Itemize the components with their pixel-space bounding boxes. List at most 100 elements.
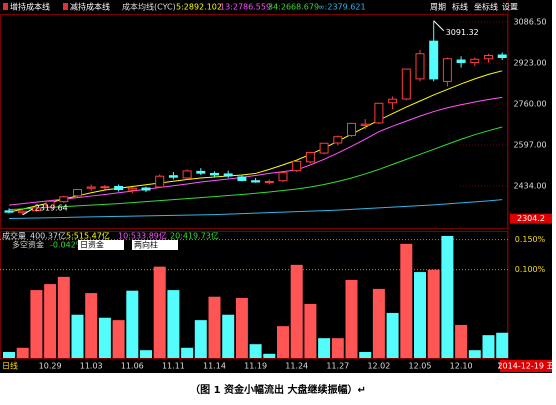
volume-header: 400.37亿 xyxy=(30,231,66,241)
flow-bar xyxy=(153,266,166,358)
candle-body xyxy=(415,53,425,80)
header-button[interactable]: 减持成本线 xyxy=(70,2,110,12)
x-tick-label: 11.24 xyxy=(285,362,308,371)
toolbar-button[interactable]: 周期 xyxy=(430,3,446,12)
price-tag: 2304.2 xyxy=(517,214,545,223)
flow-bar xyxy=(194,320,207,358)
cost-line xyxy=(8,96,503,206)
candle-body xyxy=(333,136,343,144)
flow-bar xyxy=(3,351,15,358)
flow-bar xyxy=(222,314,235,358)
flow-bar xyxy=(57,276,70,358)
caption: （图 1 资金小幅流出 大盘继续振幅）↵ xyxy=(190,383,366,396)
candle-body xyxy=(360,123,370,126)
dropdown[interactable]: 两向柱 xyxy=(134,240,158,250)
candle-body xyxy=(100,186,110,189)
panel-title: 多空资金 xyxy=(12,240,44,250)
price-tag-box xyxy=(510,213,552,224)
candle-body xyxy=(127,187,137,191)
candle-body xyxy=(278,172,288,182)
x-tick-label: 11.11 xyxy=(162,362,185,371)
y-tick-label: 2923.00 xyxy=(513,59,546,68)
candle-body xyxy=(388,98,398,104)
y-tick-label: 2597.00 xyxy=(513,141,546,150)
current-value: -0.042% xyxy=(50,241,84,250)
flow-bar xyxy=(85,293,98,358)
candle-body xyxy=(470,58,480,64)
candle-body xyxy=(4,210,14,213)
flow-bar xyxy=(359,351,372,358)
flow-bar xyxy=(290,264,303,358)
candle-body xyxy=(484,54,493,60)
cost-line xyxy=(8,70,503,213)
high-annotation: 3091.32 xyxy=(446,28,479,37)
candle-body xyxy=(237,176,247,181)
volume-header: 10:533.89亿 xyxy=(118,231,167,241)
y-tick-label: 3086.50 xyxy=(513,17,546,26)
x-tick-label: 11.06 xyxy=(121,362,144,371)
flow-bar xyxy=(331,338,344,358)
y-tick-label: 2434.00 xyxy=(513,182,546,191)
flow-bar xyxy=(140,350,152,358)
candle-body xyxy=(319,142,329,154)
legend-entry: 13:2786.559 xyxy=(220,3,271,12)
toolbar-button[interactable]: 设置 xyxy=(502,2,518,12)
flow-bar xyxy=(496,332,509,358)
dropdown[interactable]: 日资金 xyxy=(80,240,104,250)
x-tick-label: 12.02 xyxy=(367,362,390,371)
low-annotation: 2319.64 xyxy=(35,203,68,212)
flow-bar xyxy=(455,324,468,358)
candle-body xyxy=(456,59,466,64)
y-tick-label: 0.150% xyxy=(515,235,546,244)
x-tick-label: 11.27 xyxy=(326,362,349,371)
flow-bar xyxy=(414,272,426,358)
volume-header: 成交量 xyxy=(2,231,26,241)
candle-body xyxy=(59,196,69,203)
flow-bar xyxy=(318,338,331,358)
toolbar-button[interactable]: 标线 xyxy=(452,2,468,12)
candle-body xyxy=(347,122,356,136)
x-tick-label: 12.05 xyxy=(409,362,432,371)
candle-body xyxy=(73,189,82,197)
candle-body xyxy=(442,58,452,82)
period-label: 日线 xyxy=(2,361,18,371)
candle-body xyxy=(168,175,178,178)
annotation-leader xyxy=(22,208,33,216)
candle-body xyxy=(86,186,96,189)
x-tick-label: 11.14 xyxy=(203,362,226,371)
flow-bar xyxy=(181,347,194,358)
flow-bar xyxy=(112,320,125,358)
dropdown-box[interactable] xyxy=(132,240,178,250)
date-label: 2014-12-19 五 xyxy=(497,362,554,371)
legend-entry: 34:2668.679 xyxy=(268,3,319,12)
candle-body xyxy=(18,210,28,214)
button-icon xyxy=(3,3,8,10)
volume-header: 5:515.47亿 xyxy=(66,231,110,241)
indicator-name: 成本均线(CYC) xyxy=(122,2,176,12)
flow-bar xyxy=(386,312,399,358)
x-tick-label: 12.10 xyxy=(450,362,473,371)
flow-bar xyxy=(44,284,57,358)
flow-bar xyxy=(468,350,481,358)
flow-bar xyxy=(372,288,385,358)
candle-body xyxy=(196,170,206,174)
candle-body xyxy=(141,187,151,191)
toolbar-button[interactable]: 坐标线 xyxy=(474,2,498,12)
header-button[interactable]: 增持成本线 xyxy=(10,2,50,12)
dropdown-box[interactable] xyxy=(78,240,124,250)
candle-body xyxy=(210,172,219,176)
date-box xyxy=(500,360,552,372)
candle-body xyxy=(305,152,315,163)
volume-header: 20:419.73亿 xyxy=(170,231,219,241)
flow-bar xyxy=(427,269,440,358)
candle-body xyxy=(182,170,192,179)
candle-body xyxy=(292,160,302,172)
flow-bar xyxy=(441,236,454,358)
candle-body xyxy=(264,180,274,183)
flow-bar xyxy=(208,296,221,358)
legend-entry: ∞:2379.621 xyxy=(318,3,366,12)
x-tick-label: 11.19 xyxy=(244,362,267,371)
legend-entry: 5:2892.102 xyxy=(176,3,222,12)
flow-bar xyxy=(482,335,495,358)
